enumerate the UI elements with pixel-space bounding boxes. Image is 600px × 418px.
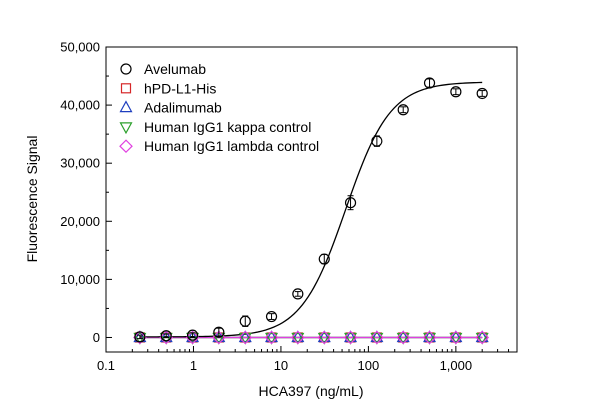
x-axis-title: HCA397 (ng/mL): [258, 383, 363, 399]
data-point: [238, 332, 252, 345]
data-point: [317, 332, 331, 345]
data-point: [159, 330, 174, 345]
data-point: [159, 332, 173, 345]
data-point: [476, 87, 488, 100]
data-point: [134, 331, 146, 343]
x-axis-ticks: 0.1 1 10 100 1,000: [97, 346, 518, 373]
data-point: [317, 330, 332, 345]
legend-marker: [120, 83, 132, 94]
data-point: [449, 330, 463, 345]
x-tick-label: 10: [274, 358, 288, 373]
data-point: [317, 330, 331, 343]
data-point: [291, 332, 305, 345]
data-point: [265, 310, 278, 323]
data-point: [397, 104, 409, 116]
data-point: [475, 332, 489, 345]
legend-label: Human IgG1 lambda control: [144, 138, 319, 154]
series-adalimumab: [133, 330, 489, 343]
y-axis-ticks: 0 10,000 20,000 30,000 40,000 50,000: [60, 40, 112, 345]
legend-label: hPD-L1-His: [144, 80, 216, 96]
data-point: [343, 330, 358, 345]
y-tick-label: 40,000: [60, 98, 100, 113]
legend-label: Adalimumab: [144, 100, 222, 116]
legend-marker: [119, 139, 133, 154]
y-tick-label: 50,000: [60, 40, 100, 55]
data-point: [264, 330, 279, 345]
data-point: [344, 330, 358, 343]
data-point: [213, 326, 225, 338]
data-point: [449, 332, 463, 345]
data-point: [450, 86, 462, 98]
data-point: [239, 315, 251, 327]
data-point: [160, 330, 172, 342]
data-point: [238, 330, 252, 343]
legend: Avelumab hPD-L1-His Adalimumab Human IgG1 k…: [119, 61, 319, 154]
legend-marker: [119, 100, 133, 113]
data-point: [186, 330, 200, 343]
data-point: [290, 330, 305, 345]
data-point: [291, 330, 305, 343]
series-avelumab: [134, 77, 488, 343]
x-tick-label: 1: [190, 358, 197, 373]
x-tick-label: 1,000: [440, 358, 473, 373]
x-tick-label: 0.1: [97, 358, 115, 373]
data-point: [371, 135, 383, 147]
data-point: [133, 330, 147, 345]
legend-marker: [119, 122, 133, 135]
data-point: [475, 330, 489, 343]
data-point: [185, 330, 200, 345]
data-point: [423, 330, 437, 343]
data-point: [370, 332, 384, 345]
data-point: [396, 330, 410, 343]
data-point: [292, 288, 304, 300]
y-axis-title: Fluorescence Signal: [24, 136, 40, 263]
plot-frame: [105, 46, 518, 353]
data-point: [370, 330, 384, 343]
data-point: [186, 329, 199, 341]
legend-label: Human IgG1 kappa control: [144, 119, 311, 135]
legend-label: Avelumab: [144, 61, 206, 77]
data-point: [318, 253, 330, 265]
data-point: [344, 332, 358, 345]
y-tick-label: 30,000: [60, 156, 100, 171]
y-tick-label: 10,000: [60, 272, 100, 287]
legend-marker: [120, 63, 132, 75]
data-point: [396, 330, 411, 345]
x-tick-label: 100: [358, 358, 380, 373]
data-point: [449, 330, 463, 343]
y-tick-label: 20,000: [60, 214, 100, 229]
data-point: [265, 332, 279, 345]
data-point: [370, 330, 384, 345]
data-point: [475, 330, 490, 345]
data-point: [422, 330, 437, 345]
data-series: [133, 77, 490, 345]
data-point: [159, 330, 173, 343]
data-point: [423, 77, 436, 89]
y-tick-label: 0: [93, 330, 100, 345]
data-point: [423, 332, 437, 345]
data-point: [344, 197, 357, 209]
data-point: [238, 330, 253, 345]
data-point: [265, 330, 279, 343]
data-point: [396, 332, 410, 345]
